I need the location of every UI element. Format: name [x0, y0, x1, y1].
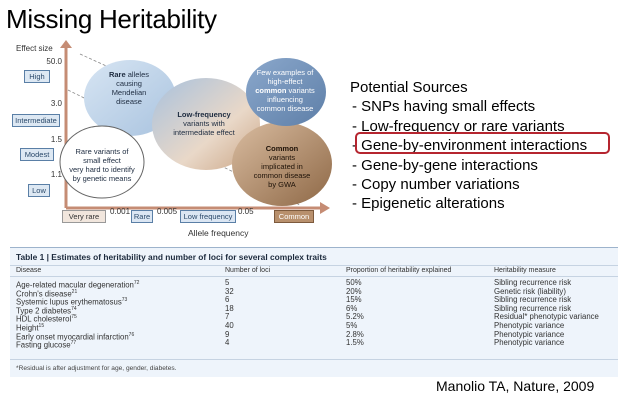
- x-tick-label: 0.005: [157, 207, 178, 216]
- table-row: Fasting glucose77 4 1.5% Phenotypic vari…: [16, 338, 565, 350]
- rare-small-effect-text: Rare variants of small effect very hard …: [69, 147, 135, 183]
- common-variants-bubble: [232, 122, 332, 206]
- column-header: Disease: [16, 267, 42, 274]
- list-item: - Epigenetic alterations: [352, 195, 505, 213]
- y-category-intermediate: Intermediate: [12, 114, 60, 127]
- table-row: Crohn's disease21 32 20% Genetic risk (l…: [16, 286, 566, 299]
- few-examples-bubble: [246, 58, 326, 126]
- table-divider: [10, 265, 618, 266]
- low-frequency-bubble: [152, 78, 260, 170]
- table-row: Age-related macular degeneration72 5 50%…: [16, 278, 572, 290]
- x-category-low-frequency: Low frequency: [180, 210, 236, 223]
- table-caption: Table 1 | Estimates of heritability and …: [16, 252, 327, 262]
- x-category-rare: Rare: [131, 210, 153, 223]
- y-tick-label: 1.5: [50, 135, 62, 144]
- list-item: - Gene-by-gene interactions: [352, 156, 538, 174]
- y-category-low: Low: [28, 184, 50, 197]
- y-axis-arrow: [60, 40, 72, 48]
- low-frequency-text: Low-frequency variants with intermediate…: [173, 110, 235, 137]
- table-row: Systemic lupus erythematosus73 6 15% Sib…: [16, 295, 572, 307]
- column-header: Number of loci: [225, 267, 271, 274]
- slide-title: Missing Heritability: [6, 4, 217, 34]
- table-row: Type 2 diabetes74 18 6% Sibling recurren…: [16, 303, 572, 316]
- y-category-high: High: [24, 70, 50, 83]
- few-examples-text: Few examples of high-effect common varia…: [255, 68, 315, 113]
- x-axis-label: Allele frequency: [188, 228, 249, 238]
- highlight-box: [355, 132, 610, 154]
- citation: Manolio TA, Nature, 2009: [436, 378, 595, 394]
- table-divider: [10, 359, 618, 360]
- x-tick-label: 0.05: [238, 207, 254, 216]
- rare-alleles-text: Rare alleles causing Mendelian disease: [108, 70, 150, 106]
- y-tick-label: 1.1: [50, 170, 62, 179]
- y-tick-label: 50.0: [46, 57, 62, 66]
- y-tick-label: 3.0: [50, 99, 62, 108]
- table-row: HDL cholesterol75 7 5.2% Residual* pheno…: [16, 312, 599, 324]
- list-item: - Copy number variations: [352, 176, 520, 194]
- table-divider: [10, 276, 618, 277]
- x-category-very-rare: Very rare: [62, 210, 106, 223]
- x-tick-label: 0.001: [110, 207, 131, 216]
- column-header: Heritability measure: [494, 267, 556, 274]
- x-axis-arrow: [320, 202, 330, 214]
- table-body: Age-related macular degeneration72 5 50%…: [10, 278, 618, 350]
- allele-frequency-effect-figure: Effect size 50.0 3.0 1.5 1.1 High Interm…: [10, 40, 332, 240]
- potential-sources: Potential Sources - SNPs having small ef…: [350, 78, 587, 214]
- rare-small-effect-bubble: [59, 125, 145, 199]
- table-row: Early onset myocardial infarction76 9 2.…: [16, 329, 565, 342]
- heritability-table: Table 1 | Estimates of heritability and …: [10, 247, 618, 377]
- sources-heading: Potential Sources: [350, 79, 468, 96]
- list-item: - Gene-by-environment interactions: [352, 137, 588, 155]
- table-row: Height15 40 5% Phenotypic variance: [16, 320, 565, 333]
- x-category-common: Common: [274, 210, 314, 223]
- list-item: - Low-frequency or rare variants: [352, 117, 565, 135]
- sources-list: - SNPs having small effects - Low-freque…: [350, 97, 587, 213]
- common-variants-text: Common variants implicated in common dis…: [253, 144, 311, 189]
- column-header: Proportion of heritability explained: [346, 267, 452, 274]
- y-category-modest: Modest: [20, 148, 54, 161]
- figure-graphics: [59, 40, 332, 214]
- y-axis-label: Effect size: [16, 44, 53, 53]
- list-item: - SNPs having small effects: [352, 98, 536, 116]
- table-footnote: *Residual is after adjustment for age, g…: [16, 365, 177, 372]
